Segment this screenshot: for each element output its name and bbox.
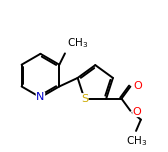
Text: CH$_3$: CH$_3$ [126,135,148,148]
Text: S: S [81,94,88,104]
Text: CH$_3$: CH$_3$ [67,36,89,50]
Text: O: O [133,107,142,117]
Text: O: O [133,81,142,91]
Text: N: N [36,92,45,102]
